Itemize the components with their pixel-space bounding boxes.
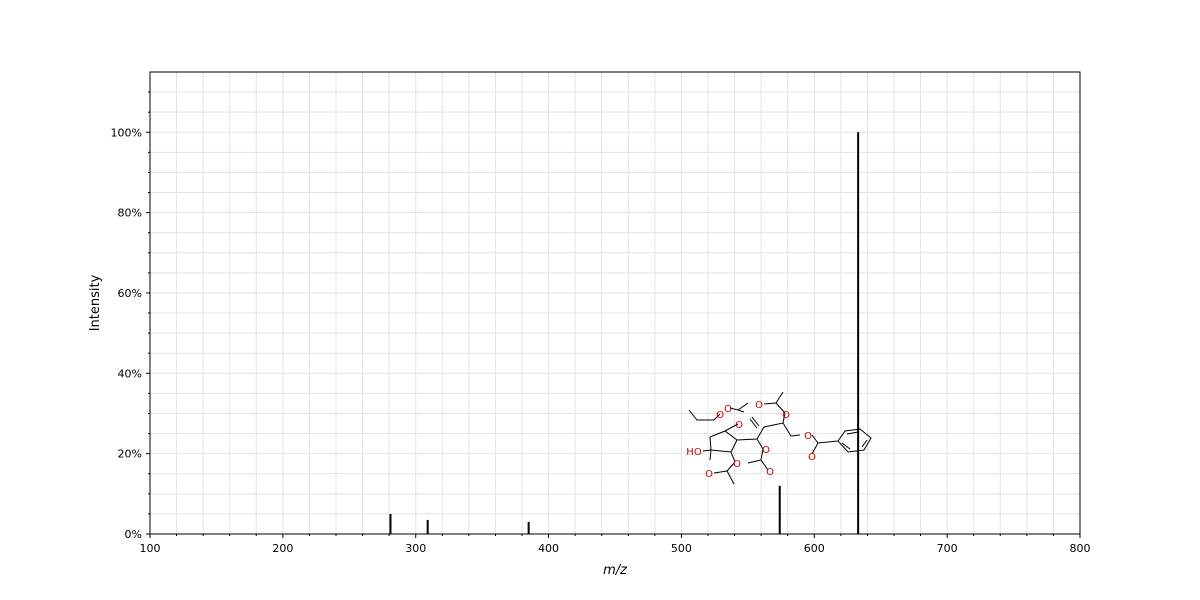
- atom-label: O: [755, 400, 763, 411]
- x-axis-label: m/z: [603, 563, 628, 578]
- y-tick-label: 100%: [111, 126, 142, 139]
- x-tick-label: 300: [405, 542, 426, 555]
- atom-label: O: [782, 410, 790, 421]
- x-tick-label: 700: [937, 542, 958, 555]
- atom-label: O: [804, 431, 812, 442]
- atom-label: O: [766, 467, 774, 478]
- x-tick-labels: 100 200 300 400 500 600 700 800: [140, 542, 1091, 555]
- ticks: [146, 91, 1081, 538]
- atom-label: O: [808, 452, 816, 463]
- x-tick-label: 100: [140, 542, 161, 555]
- y-tick-label: 40%: [118, 367, 142, 380]
- atom-label: O: [733, 459, 741, 470]
- atom-label: O: [705, 469, 713, 480]
- atom-label: O: [724, 404, 732, 415]
- atom-label: HO: [686, 447, 702, 458]
- y-tick-label: 20%: [118, 448, 142, 461]
- atom-label: O: [716, 410, 724, 421]
- atom-label: O: [735, 420, 743, 431]
- x-tick-label: 800: [1070, 542, 1091, 555]
- atom-label: O: [762, 445, 770, 456]
- peaks: [389, 132, 860, 534]
- molecule-structure: [688, 391, 872, 485]
- y-tick-label: 0%: [125, 528, 142, 541]
- x-tick-label: 200: [272, 542, 293, 555]
- y-tick-label: 60%: [118, 287, 142, 300]
- plot-frame: [149, 71, 1081, 535]
- y-axis-label: Intensity: [88, 274, 103, 331]
- x-tick-label: 400: [538, 542, 559, 555]
- y-tick-label: 80%: [118, 207, 142, 220]
- y-tick-labels: 0% 20% 40% 60% 80% 100%: [111, 126, 142, 541]
- x-tick-label: 500: [671, 542, 692, 555]
- x-tick-label: 600: [804, 542, 825, 555]
